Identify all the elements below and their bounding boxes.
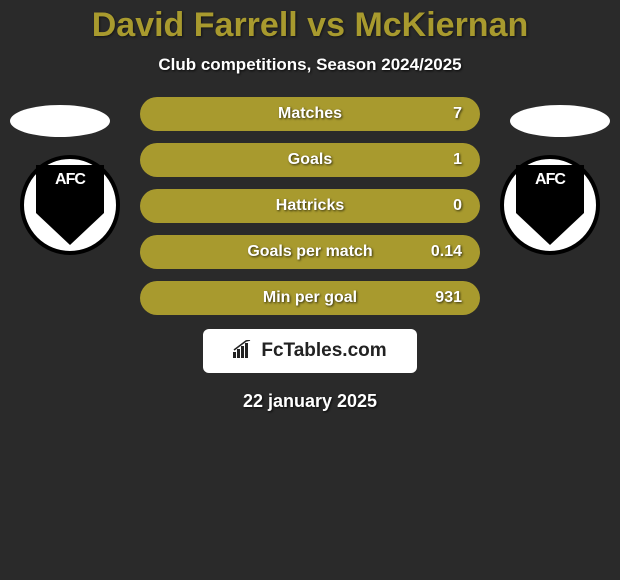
- badge-shield: AFC: [516, 165, 584, 245]
- title-player2: McKiernan: [354, 6, 528, 44]
- stat-value: 931: [435, 289, 462, 307]
- stat-value: 1: [453, 151, 462, 169]
- stat-row-goals: Goals 1: [140, 143, 480, 177]
- right-ellipse: [510, 105, 610, 137]
- badge-text: AFC: [535, 171, 565, 189]
- title-player1: David Farrell: [92, 6, 298, 44]
- page-title: David Farrell vs McKiernan: [0, 0, 620, 45]
- badge-circle: AFC: [20, 155, 120, 255]
- right-club-badge: AFC: [500, 155, 600, 255]
- stat-label: Goals: [288, 151, 332, 169]
- title-vs: vs: [298, 6, 355, 44]
- stat-row-min-per-goal: Min per goal 931: [140, 281, 480, 315]
- stat-label: Goals per match: [247, 243, 372, 261]
- stat-row-hattricks: Hattricks 0: [140, 189, 480, 223]
- stat-value: 7: [453, 105, 462, 123]
- bar-chart-icon: [233, 340, 255, 363]
- content-area: AFC AFC Matches 7 Goals 1 Hattricks 0 Go…: [0, 97, 620, 412]
- left-club-badge: AFC: [20, 155, 120, 255]
- stat-label: Matches: [278, 105, 342, 123]
- stat-label: Min per goal: [263, 289, 357, 307]
- badge-circle: AFC: [500, 155, 600, 255]
- stat-label: Hattricks: [276, 197, 344, 215]
- date-text: 22 january 2025: [0, 391, 620, 412]
- stat-row-matches: Matches 7: [140, 97, 480, 131]
- left-ellipse: [10, 105, 110, 137]
- logo-text: FcTables.com: [261, 340, 386, 362]
- stat-value: 0: [453, 197, 462, 215]
- subtitle: Club competitions, Season 2024/2025: [0, 55, 620, 75]
- stat-bars: Matches 7 Goals 1 Hattricks 0 Goals per …: [140, 97, 480, 315]
- badge-shield: AFC: [36, 165, 104, 245]
- stat-row-goals-per-match: Goals per match 0.14: [140, 235, 480, 269]
- fctables-logo[interactable]: FcTables.com: [203, 329, 417, 373]
- badge-text: AFC: [55, 171, 85, 189]
- stat-value: 0.14: [431, 243, 462, 261]
